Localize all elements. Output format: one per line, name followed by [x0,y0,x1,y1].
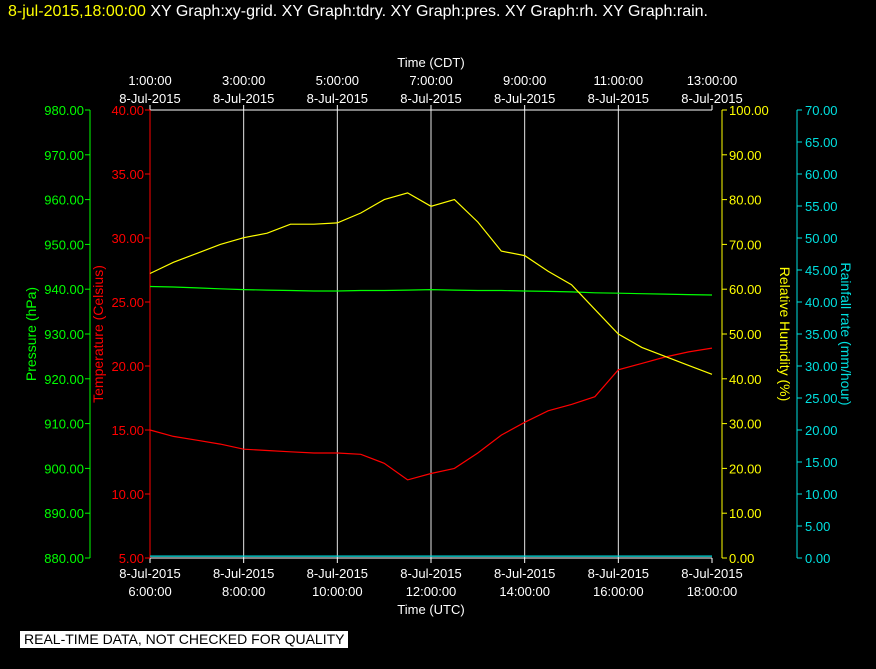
title-graph-pres: XY Graph:pres. [390,3,501,20]
rain-tick-label-11: 55.00 [805,199,838,214]
temperature-tick-label-7: 40.00 [111,103,144,118]
rain-tick-label-1: 5.00 [805,519,830,534]
pressure-tick-label-10: 980.00 [44,103,84,118]
rain-axis-label: Rainfall rate (mm/hour) [838,262,854,405]
humidity-series-line [149,192,713,375]
x-top-tick-date-4: 8-Jul-2015 [494,91,555,106]
pressure-tick-label-6: 940.00 [44,282,84,297]
humidity-tick-label-0: 0.00 [729,551,754,566]
pressure-axis-label: Pressure (hPa) [23,287,39,381]
x-bottom-tick-time-4: 14:00:00 [499,584,550,599]
quality-disclaimer: REAL-TIME DATA, NOT CHECKED FOR QUALITY [20,631,349,648]
temperature-tick-label-4: 25.00 [111,295,144,310]
x-top-tick-time-1: 3:00:00 [222,73,265,88]
title-graph-tdry: XY Graph:tdry. [281,3,387,20]
pressure-tick-label-3: 910.00 [44,417,84,432]
x-top-tick-time-5: 11:00:00 [594,73,644,88]
humidity-tick-label-9: 90.00 [729,148,762,163]
pressure-series-line [149,285,713,296]
rain-tick-label-9: 45.00 [805,263,838,278]
pressure-tick-label-2: 900.00 [44,461,84,476]
pressure-tick-label-8: 960.00 [44,193,84,208]
rain-tick-label-14: 70.00 [805,103,838,118]
rain-tick-label-3: 15.00 [805,455,838,470]
x-bottom-tick-date-0: 8-Jul-2015 [119,566,180,581]
x-bottom-tick-time-1: 8:00:00 [222,584,265,599]
pressure-tick-label-0: 880.00 [44,551,84,566]
x-bottom-tick-time-6: 18:00:00 [687,584,738,599]
x-top-tick-date-0: 8-Jul-2015 [119,91,180,106]
x-top-tick-date-2: 8-Jul-2015 [307,91,368,106]
pressure-tick-label-4: 920.00 [44,372,84,387]
x-bottom-tick-date-3: 8-Jul-2015 [400,566,461,581]
x-top-tick-time-3: 7:00:00 [409,73,452,88]
pressure-tick-label-9: 970.00 [44,148,84,163]
x-top-tick-date-5: 8-Jul-2015 [588,91,649,106]
temperature-series-line [149,347,713,481]
temperature-tick-label-0: 5.00 [119,551,144,566]
humidity-tick-label-7: 70.00 [729,237,762,252]
x-top-tick-time-2: 5:00:00 [316,73,359,88]
rain-tick-label-10: 50.00 [805,231,838,246]
humidity-axis-label: Relative Humidity (%) [777,267,793,402]
x-top-tick-date-6: 8-Jul-2015 [681,91,742,106]
rain-tick-label-13: 65.00 [805,135,838,150]
rain-tick-label-2: 10.00 [805,487,838,502]
x-bottom-tick-time-0: 6:00:00 [128,584,171,599]
x-bottom-tick-date-4: 8-Jul-2015 [494,566,555,581]
humidity-tick-label-3: 30.00 [729,417,762,432]
rain-tick-label-5: 25.00 [805,391,838,406]
humidity-tick-label-1: 10.00 [729,506,762,521]
chart-title: 8-jul-2015,18:00:00 XY Graph:xy-grid. XY… [8,3,708,21]
x-bottom-tick-time-3: 12:00:00 [406,584,457,599]
humidity-tick-label-2: 20.00 [729,461,762,476]
x-top-tick-time-4: 9:00:00 [503,73,546,88]
rain-tick-label-0: 0.00 [805,551,830,566]
x-bottom-tick-time-5: 16:00:00 [593,584,644,599]
x-bottom-tick-date-6: 8-Jul-2015 [681,566,742,581]
x-top-tick-time-0: 1:00:00 [128,73,171,88]
rain-tick-label-4: 20.00 [805,423,838,438]
humidity-tick-label-8: 80.00 [729,193,762,208]
pressure-tick-label-7: 950.00 [44,237,84,252]
rain-tick-label-12: 60.00 [805,167,838,182]
humidity-tick-label-10: 100.00 [729,103,769,118]
x-bottom-tick-date-2: 8-Jul-2015 [307,566,368,581]
x-top-axis-label: Time (CDT) [397,55,464,70]
title-graph-rain: XY Graph:rain. [602,3,708,20]
rain-tick-label-6: 30.00 [805,359,838,374]
temperature-tick-label-1: 10.00 [111,487,144,502]
pressure-tick-label-1: 890.00 [44,506,84,521]
temperature-tick-label-3: 20.00 [111,359,144,374]
pressure-tick-label-5: 930.00 [44,327,84,342]
title-timestamp: 8-jul-2015,18:00:00 [8,3,146,20]
rain-tick-label-7: 35.00 [805,327,838,342]
x-top-tick-date-3: 8-Jul-2015 [400,91,461,106]
temperature-tick-label-2: 15.00 [111,423,144,438]
humidity-tick-label-4: 40.00 [729,372,762,387]
rain-tick-label-8: 40.00 [805,295,838,310]
title-graph-grid: XY Graph:xy-grid. [150,3,278,20]
humidity-tick-label-6: 60.00 [729,282,762,297]
x-bottom-tick-date-5: 8-Jul-2015 [588,566,649,581]
title-graph-rh: XY Graph:rh. [504,3,598,20]
x-bottom-axis-label: Time (UTC) [397,602,464,617]
x-top-tick-time-6: 13:00:00 [687,73,738,88]
humidity-tick-label-5: 50.00 [729,327,762,342]
x-top-tick-date-1: 8-Jul-2015 [213,91,274,106]
temperature-axis-label: Temperature (Celsius) [90,265,106,403]
temperature-tick-label-5: 30.00 [111,231,144,246]
temperature-tick-label-6: 35.00 [111,167,144,182]
x-bottom-tick-date-1: 8-Jul-2015 [213,566,274,581]
x-bottom-tick-time-2: 10:00:00 [312,584,363,599]
